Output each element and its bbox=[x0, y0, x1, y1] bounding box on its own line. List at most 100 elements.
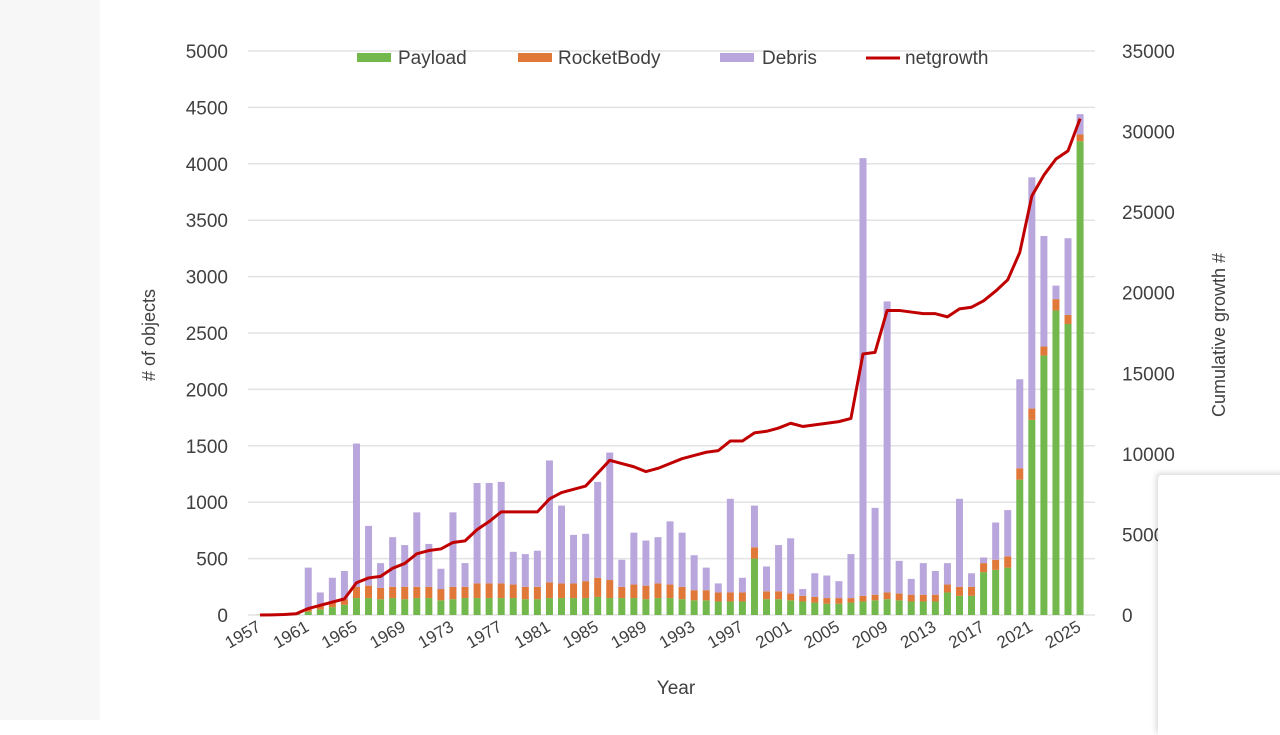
bar-payload bbox=[534, 599, 541, 615]
bar-debris bbox=[799, 589, 806, 596]
bar-rocketbody bbox=[1052, 299, 1059, 310]
bar-payload bbox=[642, 599, 649, 615]
bar-payload bbox=[558, 598, 565, 615]
x-tick-label: 1981 bbox=[511, 617, 553, 652]
bar-debris bbox=[811, 573, 818, 597]
bar-debris bbox=[691, 555, 698, 590]
x-tick-label: 1989 bbox=[608, 617, 650, 652]
bar-payload bbox=[462, 598, 469, 615]
bar-rocketbody bbox=[582, 581, 589, 598]
x-tick-label: 1997 bbox=[704, 617, 746, 652]
bar-rocketbody bbox=[486, 583, 493, 598]
bar-rocketbody bbox=[835, 598, 842, 604]
bar-rocketbody bbox=[1040, 347, 1047, 356]
bar-payload bbox=[498, 598, 505, 615]
bar-rocketbody bbox=[920, 595, 927, 602]
bar-payload bbox=[811, 603, 818, 615]
chart: 0500100015002000250030003500400045005000… bbox=[0, 0, 1280, 720]
bar-debris bbox=[679, 533, 686, 587]
bar-debris bbox=[908, 579, 915, 595]
bar-rocketbody bbox=[618, 587, 625, 598]
y2-tick-label: 15000 bbox=[1122, 364, 1175, 385]
bar-payload bbox=[618, 598, 625, 615]
bar-payload bbox=[715, 601, 722, 615]
bar-payload bbox=[413, 598, 420, 615]
y-tick-label: 2500 bbox=[186, 324, 228, 345]
bar-payload bbox=[763, 599, 770, 615]
bar-payload bbox=[884, 599, 891, 615]
bar-debris bbox=[618, 560, 625, 587]
x-tick-label: 1973 bbox=[415, 617, 457, 652]
bar-rocketbody bbox=[546, 582, 553, 598]
bar-payload bbox=[823, 604, 830, 615]
overlay-panel bbox=[1158, 475, 1280, 735]
x-tick-label: 1977 bbox=[463, 617, 505, 652]
bar-payload bbox=[667, 598, 674, 615]
bar-payload bbox=[1065, 324, 1072, 615]
bar-debris bbox=[462, 563, 469, 587]
bar-debris bbox=[389, 537, 396, 587]
bar-payload bbox=[992, 570, 999, 615]
bar-payload bbox=[341, 605, 348, 615]
bar-debris bbox=[570, 535, 577, 584]
bar-payload bbox=[980, 572, 987, 615]
bar-payload bbox=[751, 559, 758, 615]
y2-tick-label: 10000 bbox=[1122, 445, 1175, 466]
bar-rocketbody bbox=[944, 585, 951, 593]
y-tick-label: 2000 bbox=[186, 380, 228, 401]
bar-debris bbox=[980, 557, 987, 563]
x-tick-label: 2025 bbox=[1042, 617, 1084, 652]
bar-debris bbox=[630, 533, 637, 585]
bar-payload bbox=[305, 612, 312, 615]
bar-payload bbox=[546, 598, 553, 615]
bar-rocketbody bbox=[474, 583, 481, 598]
x-tick-label: 2013 bbox=[897, 617, 939, 652]
bar-rocketbody bbox=[823, 598, 830, 604]
bar-payload bbox=[377, 599, 384, 615]
bar-rocketbody bbox=[642, 586, 649, 600]
bar-rocketbody bbox=[667, 585, 674, 599]
bar-payload bbox=[932, 601, 939, 615]
bar-rocketbody bbox=[522, 587, 529, 599]
bar-debris bbox=[787, 538, 794, 593]
bar-rocketbody bbox=[534, 587, 541, 599]
y-tick-label: 0 bbox=[217, 606, 228, 627]
bar-payload bbox=[956, 596, 963, 615]
bar-debris bbox=[872, 508, 879, 595]
bar-rocketbody bbox=[847, 598, 854, 603]
bar-rocketbody bbox=[449, 587, 456, 599]
x-tick-label: 2017 bbox=[945, 617, 987, 652]
y-tick-label: 3000 bbox=[186, 268, 228, 289]
bars bbox=[257, 114, 1084, 615]
bar-debris bbox=[751, 506, 758, 548]
bar-debris bbox=[582, 534, 589, 581]
bar-rocketbody bbox=[1077, 134, 1084, 141]
bar-debris bbox=[1016, 379, 1023, 468]
bar-rocketbody bbox=[462, 587, 469, 598]
y-tick-label: 3500 bbox=[186, 211, 228, 232]
bar-debris bbox=[1040, 236, 1047, 347]
bar-rocketbody bbox=[884, 592, 891, 599]
bar-rocketbody bbox=[510, 585, 517, 599]
bar-debris bbox=[847, 554, 854, 598]
y-tick-label: 1500 bbox=[186, 437, 228, 458]
bar-debris bbox=[667, 521, 674, 584]
bar-payload bbox=[353, 598, 360, 615]
y2-tick-label: 30000 bbox=[1122, 123, 1175, 144]
x-axis-label: Year bbox=[657, 678, 696, 699]
bar-debris bbox=[558, 506, 565, 584]
x-tick-label: 1957 bbox=[222, 617, 264, 652]
bar-debris bbox=[1052, 286, 1059, 300]
bar-debris bbox=[860, 158, 867, 596]
x-tick-label: 1993 bbox=[656, 617, 698, 652]
x-tick-label: 1969 bbox=[366, 617, 408, 652]
legend-swatch-debris bbox=[720, 53, 754, 62]
bar-debris bbox=[606, 453, 613, 580]
bar-debris bbox=[437, 569, 444, 589]
bar-payload bbox=[908, 601, 915, 615]
bar-rocketbody bbox=[606, 580, 613, 598]
x-tick-label: 2001 bbox=[752, 617, 794, 652]
y-tick-label: 5000 bbox=[186, 42, 228, 63]
bar-debris bbox=[715, 583, 722, 592]
bar-rocketbody bbox=[437, 589, 444, 600]
